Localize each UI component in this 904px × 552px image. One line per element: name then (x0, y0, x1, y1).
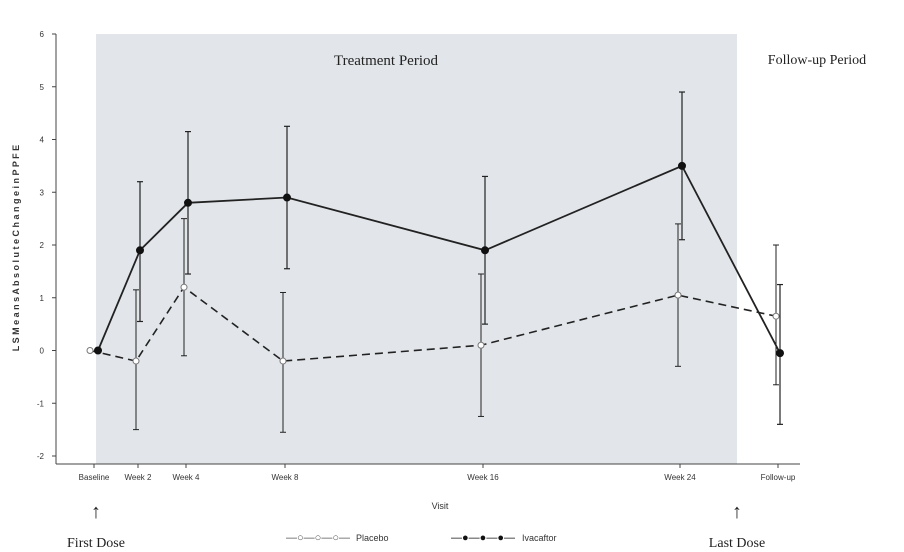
last-dose-arrow: ↑ (732, 501, 742, 523)
ivacaftor-point (94, 346, 102, 355)
y-tick-label: 6 (40, 30, 45, 39)
ivacaftor-point (776, 349, 784, 358)
x-tick-label: Week 24 (664, 473, 696, 482)
ticks-layer: 6 5 4 3 2 1 0 -1 -2 Baseline Week 2 Week 4 Week 8 Wee… (37, 30, 796, 482)
x-tick-label: Week 16 (467, 473, 499, 482)
y-tick-label: 3 (40, 188, 45, 197)
ivacaftor-point (678, 161, 686, 170)
followup-period-label: Follow-up Period (768, 53, 866, 68)
y-tick-label: 2 (40, 241, 45, 250)
x-tick-label: Week 4 (173, 473, 201, 482)
x-tick-label: Week 2 (125, 473, 153, 482)
y-axis-label: L S M e a n s A b s o l u t e C h a n g … (11, 145, 21, 351)
ivacaftor-point (136, 246, 144, 255)
legend-placebo-label: Placebo (356, 533, 389, 543)
x-axis-label: Visit (432, 501, 449, 511)
legend: —○—○—○— Placebo —●—●—●— Ivacaftor (286, 532, 556, 544)
legend-ivacaftor-symbol: —●—●—●— (451, 532, 515, 544)
y-tick-label: 1 (40, 294, 45, 303)
y-tick-label: 4 (40, 136, 45, 145)
placebo-point (674, 291, 682, 299)
treatment-period-shading (96, 34, 737, 464)
y-tick-label: -1 (37, 399, 45, 408)
placebo-point (772, 312, 780, 320)
x-tick-label: Week 8 (272, 473, 300, 482)
ivacaftor-point (481, 246, 489, 255)
placebo-point (86, 347, 94, 354)
series-layer (86, 91, 784, 433)
x-tick-label: Baseline (79, 473, 110, 482)
x-tick-label: Follow-up (761, 473, 796, 482)
legend-placebo-symbol: —○—○—○— (286, 532, 350, 544)
treatment-period-label: Treatment Period (334, 53, 439, 69)
y-tick-label: -2 (37, 452, 45, 461)
first-dose-arrow: ↑ (91, 501, 101, 523)
placebo-point (180, 283, 188, 291)
last-dose-label: Last Dose (709, 536, 765, 551)
placebo-point (132, 357, 140, 365)
placebo-point (279, 357, 287, 365)
placebo-point (477, 341, 485, 349)
legend-ivacaftor-label: Ivacaftor (522, 533, 557, 543)
ivacaftor-point (184, 198, 192, 207)
y-tick-label: 5 (40, 83, 45, 92)
first-dose-label: First Dose (67, 536, 125, 551)
y-tick-label: 0 (40, 347, 45, 356)
ivacaftor-point (283, 193, 291, 202)
